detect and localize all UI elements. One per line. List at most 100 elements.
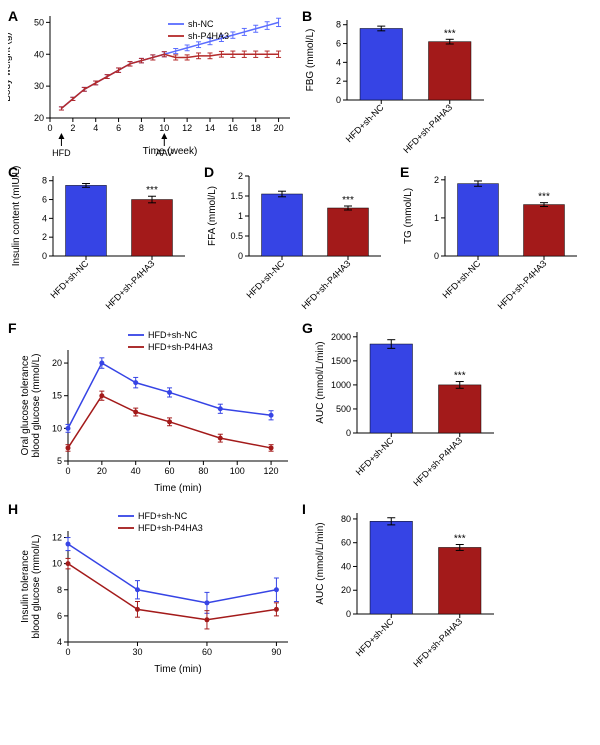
figure-grid: A 0246810121416182020304050Time (week)Bo… — [8, 8, 592, 676]
svg-text:30: 30 — [34, 81, 44, 91]
svg-text:8: 8 — [139, 123, 144, 133]
svg-text:***: *** — [454, 533, 466, 544]
svg-text:80: 80 — [198, 466, 208, 476]
svg-text:14: 14 — [205, 123, 215, 133]
svg-text:15: 15 — [52, 391, 62, 401]
svg-text:60: 60 — [165, 466, 175, 476]
svg-text:HFD+sh-NC: HFD+sh-NC — [441, 258, 483, 300]
svg-text:Time (min): Time (min) — [154, 664, 201, 675]
svg-text:10: 10 — [159, 123, 169, 133]
svg-text:0.5: 0.5 — [230, 231, 243, 241]
svg-text:20: 20 — [341, 585, 351, 595]
panel-label-C: C — [8, 164, 18, 180]
svg-text:***: *** — [342, 195, 354, 206]
svg-text:***: *** — [146, 185, 158, 196]
chart-ogtt-auc: 0500100015002000AUC (mmol/L/min)HFD+sh-N… — [302, 320, 502, 495]
panel-D: D 0 0.5 1 1.5 2 FFA (mmol/L) HFD+sh-NC *** HFD+s… — [204, 164, 396, 314]
svg-text:1: 1 — [434, 213, 439, 223]
svg-text:HFD+sh-P4HA3: HFD+sh-P4HA3 — [104, 258, 157, 311]
svg-text:0: 0 — [65, 647, 70, 657]
svg-text:1.5: 1.5 — [230, 191, 243, 201]
svg-text:HFD+sh-NC: HFD+sh-NC — [148, 330, 198, 340]
svg-text:60: 60 — [341, 538, 351, 548]
panel-label-F: F — [8, 320, 17, 336]
svg-text:Insulin tolerance: Insulin tolerance — [20, 550, 31, 623]
svg-text:2: 2 — [42, 232, 47, 242]
chart-body-weight: 0246810121416182020304050Time (week)Body… — [8, 8, 298, 158]
svg-text:HFD+sh-P4HA3: HFD+sh-P4HA3 — [148, 342, 213, 352]
svg-text:0: 0 — [336, 95, 341, 105]
svg-text:2: 2 — [70, 123, 75, 133]
svg-text:20: 20 — [34, 113, 44, 123]
svg-text:HFD+sh-NC: HFD+sh-NC — [344, 102, 386, 144]
svg-text:12: 12 — [182, 123, 192, 133]
svg-text:TG (mmol/L): TG (mmol/L) — [403, 188, 414, 244]
svg-text:HFD+sh-NC: HFD+sh-NC — [354, 435, 396, 477]
svg-text:8: 8 — [336, 20, 341, 30]
panel-G: G 0500100015002000AUC (mmol/L/min)HFD+sh… — [302, 320, 592, 495]
svg-text:Insulin content (mIU/L): Insulin content (mIU/L) — [11, 166, 22, 267]
svg-text:6: 6 — [116, 123, 121, 133]
svg-text:16: 16 — [228, 123, 238, 133]
svg-text:40: 40 — [341, 561, 351, 571]
svg-text:4: 4 — [93, 123, 98, 133]
svg-text:***: *** — [538, 192, 550, 203]
chart-tg: 012TG (mmol/L)HFD+sh-NC***HFD+sh-P4HA3 — [400, 164, 585, 314]
svg-text:0: 0 — [346, 609, 351, 619]
svg-text:4: 4 — [57, 637, 62, 647]
svg-text:FFA (mmol/L): FFA (mmol/L) — [207, 186, 218, 246]
svg-text:HFD+sh-P4HA3: HFD+sh-P4HA3 — [138, 523, 203, 533]
svg-text:500: 500 — [336, 404, 351, 414]
panel-label-I: I — [302, 501, 306, 517]
panel-label-D: D — [204, 164, 214, 180]
panel-B: B 02468FBG (mmol/L)HFD+sh-NC***HFD+sh-P4… — [302, 8, 592, 158]
panel-I: I 020406080AUC (mmol/L/min)HFD+sh-NC***H… — [302, 501, 592, 676]
chart-ffa: 0 0.5 1 1.5 2 FFA (mmol/L) HFD+sh-NC *** HFD+sh-… — [204, 164, 389, 314]
svg-text:HFD+sh-NC: HFD+sh-NC — [354, 616, 396, 658]
svg-text:2: 2 — [434, 175, 439, 185]
svg-text:AAV: AAV — [156, 148, 173, 158]
svg-text:2000: 2000 — [331, 332, 351, 342]
svg-text:20: 20 — [274, 123, 284, 133]
panel-H: H 03060904681012Time (min)Insulin tolera… — [8, 501, 298, 676]
svg-text:HFD+sh-P4HA3: HFD+sh-P4HA3 — [411, 616, 464, 669]
svg-text:blood glucose (mmol/L): blood glucose (mmol/L) — [31, 535, 42, 639]
svg-text:HFD+sh-NC: HFD+sh-NC — [138, 511, 188, 521]
svg-text:Body weight (g): Body weight (g) — [8, 32, 13, 101]
svg-text:100: 100 — [230, 466, 245, 476]
svg-text:5: 5 — [57, 456, 62, 466]
svg-text:10: 10 — [52, 423, 62, 433]
svg-text:1000: 1000 — [331, 380, 351, 390]
svg-text:HFD+sh-P4HA3: HFD+sh-P4HA3 — [411, 435, 464, 488]
chart-insulin: 02468Insulin content (mIU/L)HFD+sh-NC***… — [8, 164, 193, 314]
svg-text:10: 10 — [52, 559, 62, 569]
svg-text:HFD+sh-NC: HFD+sh-NC — [49, 258, 91, 300]
svg-text:4: 4 — [336, 57, 341, 67]
svg-text:8: 8 — [42, 176, 47, 186]
svg-text:HFD+sh-P4HA3: HFD+sh-P4HA3 — [300, 258, 353, 311]
svg-text:120: 120 — [264, 466, 279, 476]
svg-text:2: 2 — [238, 171, 243, 181]
svg-text:HFD+sh-P4HA3: HFD+sh-P4HA3 — [401, 102, 454, 155]
svg-text:0: 0 — [238, 251, 243, 261]
panel-F: F 0204060801001205101520Time (min)Oral g… — [8, 320, 298, 495]
svg-text:8: 8 — [57, 585, 62, 595]
panel-E: E 012TG (mmol/L)HFD+sh-NC***HFD+sh-P4HA3 — [400, 164, 592, 314]
svg-text:40: 40 — [34, 49, 44, 59]
svg-text:FBG (mmol/L): FBG (mmol/L) — [305, 29, 316, 92]
svg-text:60: 60 — [202, 647, 212, 657]
svg-text:1: 1 — [238, 211, 243, 221]
svg-text:HFD+sh-NC: HFD+sh-NC — [245, 258, 287, 300]
svg-text:6: 6 — [42, 195, 47, 205]
svg-text:20: 20 — [52, 358, 62, 368]
svg-text:50: 50 — [34, 17, 44, 27]
svg-text:1500: 1500 — [331, 356, 351, 366]
svg-text:6: 6 — [57, 611, 62, 621]
svg-text:Time (min): Time (min) — [154, 483, 201, 494]
chart-ogtt: 0204060801001205101520Time (min)Oral glu… — [8, 320, 298, 495]
svg-text:AUC (mmol/L/min): AUC (mmol/L/min) — [315, 341, 326, 423]
svg-text:18: 18 — [251, 123, 261, 133]
panel-label-B: B — [302, 8, 312, 24]
svg-text:2: 2 — [336, 76, 341, 86]
chart-fbg: 02468FBG (mmol/L)HFD+sh-NC***HFD+sh-P4HA… — [302, 8, 492, 158]
